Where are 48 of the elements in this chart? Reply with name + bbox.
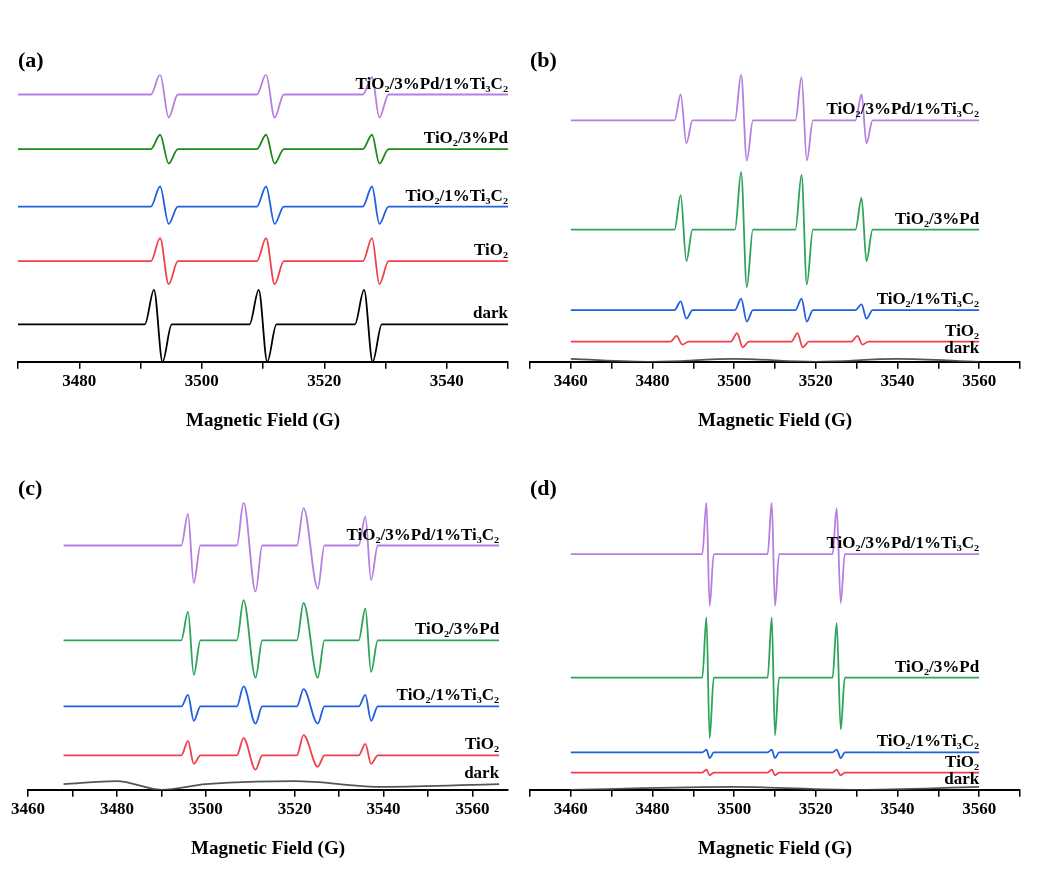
series-label: TiO₂/3%Pd/1%Ti₃C₂: [826, 99, 980, 119]
series-label: TiO₂/3%Pd/1%Ti₃C₂: [826, 533, 980, 553]
x-tick-label: 3460: [11, 799, 45, 819]
x-axis-title: Magnetic Field (G): [697, 836, 853, 859]
series-label: TiO₂/1%Ti₃C₂: [876, 289, 980, 309]
x-tick-label: 3520: [798, 799, 833, 819]
series-label: TiO₂/3%Pd: [895, 656, 980, 676]
series-label: TiO₂/3%Pd/1%Ti₃C₂: [355, 73, 508, 93]
series-label: TiO₂/1%Ti₃C₂: [405, 185, 508, 205]
series-label: TiO₂/3%Pd/1%Ti₃C₂: [346, 524, 500, 544]
series-label: TiO₂: [945, 751, 980, 771]
chart-title: (c): [18, 474, 43, 500]
series-label: TiO₂/3%Pd: [895, 208, 980, 228]
chart-title: (b): [530, 46, 557, 72]
x-tick-label: 3540: [880, 371, 915, 391]
chart-title: (a): [18, 46, 44, 72]
x-tick-label: 3460: [553, 799, 588, 819]
series-label: TiO₂: [473, 240, 508, 260]
x-tick-label: 3520: [798, 371, 833, 391]
x-tick-label: 3560: [962, 799, 997, 819]
x-tick-label: 3500: [717, 799, 752, 819]
series-label: TiO₂/1%Ti₃C₂: [396, 685, 500, 705]
series-label: TiO₂/1%Ti₃C₂: [876, 731, 980, 751]
x-tick-label: 3520: [307, 371, 342, 391]
x-tick-label: 3480: [99, 799, 134, 819]
x-axis-title: Magnetic Field (G): [697, 408, 853, 431]
x-axis-title: Magnetic Field (G): [185, 408, 341, 431]
x-tick-label: 3500: [188, 799, 223, 819]
series-label: TiO₂/3%Pd: [423, 128, 508, 148]
x-tick-label: 3540: [429, 371, 464, 391]
x-tick-label: 3480: [635, 799, 670, 819]
x-tick-label: 3560: [962, 371, 997, 391]
series-label: TiO₂: [465, 734, 500, 754]
series-label: dark: [473, 303, 508, 323]
x-tick-label: 3560: [455, 799, 490, 819]
x-tick-label: 3480: [62, 371, 97, 391]
x-axis-title: Magnetic Field (G): [190, 836, 346, 859]
x-tick-label: 3540: [366, 799, 401, 819]
x-tick-label: 3480: [635, 371, 670, 391]
series-label: TiO₂/3%Pd: [414, 619, 500, 639]
chart-title: (d): [530, 474, 557, 500]
x-tick-label: 3500: [717, 371, 752, 391]
series-label: TiO₂: [945, 320, 980, 340]
series-label: dark: [464, 763, 500, 783]
x-tick-label: 3460: [553, 371, 588, 391]
x-tick-label: 3500: [184, 371, 219, 391]
x-tick-label: 3540: [880, 799, 915, 819]
x-tick-label: 3520: [277, 799, 312, 819]
